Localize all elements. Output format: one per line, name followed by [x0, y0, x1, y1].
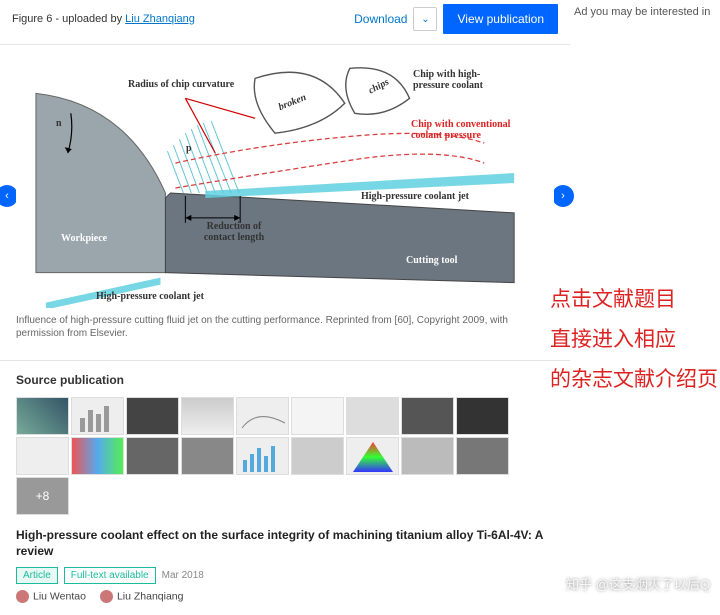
uploaded-by-label: - uploaded by	[52, 13, 125, 25]
label-n: n	[56, 118, 62, 129]
publication-title-link[interactable]: High-pressure coolant effect on the surf…	[16, 527, 554, 559]
chevron-left-icon: ‹	[5, 190, 9, 202]
author-link[interactable]: Liu Zhanqiang	[100, 590, 184, 603]
annotation-line: 点击文献题目	[550, 280, 718, 320]
download-dropdown[interactable]: ⌄	[413, 7, 437, 31]
label-hp-jet-bottom: High-pressure coolant jet	[96, 291, 204, 302]
label-hp-jet-right: High-pressure coolant jet	[361, 191, 469, 202]
download-link[interactable]: Download	[354, 12, 407, 26]
chevron-right-icon: ›	[561, 190, 565, 202]
thumbnail[interactable]	[126, 397, 179, 435]
thumbnail[interactable]	[126, 437, 179, 475]
thumbnail[interactable]	[456, 397, 509, 435]
next-figure-button[interactable]: ›	[552, 185, 574, 207]
figure-caption: Influence of high-pressure cutting fluid…	[16, 308, 554, 350]
source-publication-section: Source publication +8	[0, 360, 570, 615]
figure-header: Figure 6 - uploaded by Liu Zhanqiang Dow…	[0, 0, 570, 45]
figure-area: ‹ ›	[0, 45, 570, 360]
label-chip-conv: Chip with conventional coolant pressure	[411, 119, 511, 141]
ad-label: Ad you may be interested in	[574, 6, 710, 18]
label-reduction: Reduction of contact length	[194, 221, 274, 243]
thumbnail[interactable]	[181, 437, 234, 475]
figure-number: Figure 6	[12, 13, 52, 25]
uploader-link[interactable]: Liu Zhanqiang	[125, 13, 195, 25]
article-pill: Article	[16, 567, 58, 584]
thumbnail[interactable]	[236, 397, 289, 435]
label-cutting-tool: Cutting tool	[406, 255, 457, 266]
figure-thumbnails: +8	[16, 397, 554, 515]
thumbnail[interactable]	[401, 437, 454, 475]
thumbnail[interactable]	[16, 397, 69, 435]
annotation-line: 的杂志文献介绍页	[550, 360, 718, 400]
thumbnail[interactable]	[236, 437, 289, 475]
fulltext-pill: Full-text available	[64, 567, 156, 584]
author-link[interactable]: Liu Wentao	[16, 590, 86, 603]
avatar-icon	[16, 590, 29, 603]
view-publication-button[interactable]: View publication	[443, 4, 558, 34]
publication-date: Mar 2018	[162, 570, 204, 581]
chevron-down-icon: ⌄	[421, 14, 429, 25]
thumbnail[interactable]	[291, 397, 344, 435]
author-name: Liu Zhanqiang	[117, 591, 184, 603]
thumbnail[interactable]	[456, 437, 509, 475]
source-heading: Source publication	[16, 373, 554, 387]
authors-row: Liu Wentao Liu Zhanqiang	[16, 590, 554, 603]
thumbnail[interactable]	[291, 437, 344, 475]
label-p: p	[186, 143, 192, 154]
thumbnail[interactable]	[181, 397, 234, 435]
annotation-line: 直接进入相应	[550, 320, 718, 360]
watermark: 知乎 @这支烟灭了以后Q	[566, 574, 710, 593]
thumbnail[interactable]	[346, 397, 399, 435]
thumbnail[interactable]	[401, 397, 454, 435]
label-workpiece: Workpiece	[61, 233, 107, 244]
thumbnail[interactable]	[346, 437, 399, 475]
figure-uploader-line: Figure 6 - uploaded by Liu Zhanqiang	[12, 13, 195, 25]
thumbnail[interactable]	[71, 397, 124, 435]
thumbnail[interactable]	[16, 437, 69, 475]
label-chip-hp: Chip with high-pressure coolant	[413, 69, 503, 91]
author-name: Liu Wentao	[33, 591, 86, 603]
figure-image: Radius of chip curvature Chip with high-…	[16, 63, 554, 308]
thumbnail-more[interactable]: +8	[16, 477, 69, 515]
avatar-icon	[100, 590, 113, 603]
label-radius: Radius of chip curvature	[128, 79, 234, 90]
annotation-overlay: 点击文献题目 直接进入相应 的杂志文献介绍页	[550, 280, 718, 400]
thumbnail[interactable]	[71, 437, 124, 475]
